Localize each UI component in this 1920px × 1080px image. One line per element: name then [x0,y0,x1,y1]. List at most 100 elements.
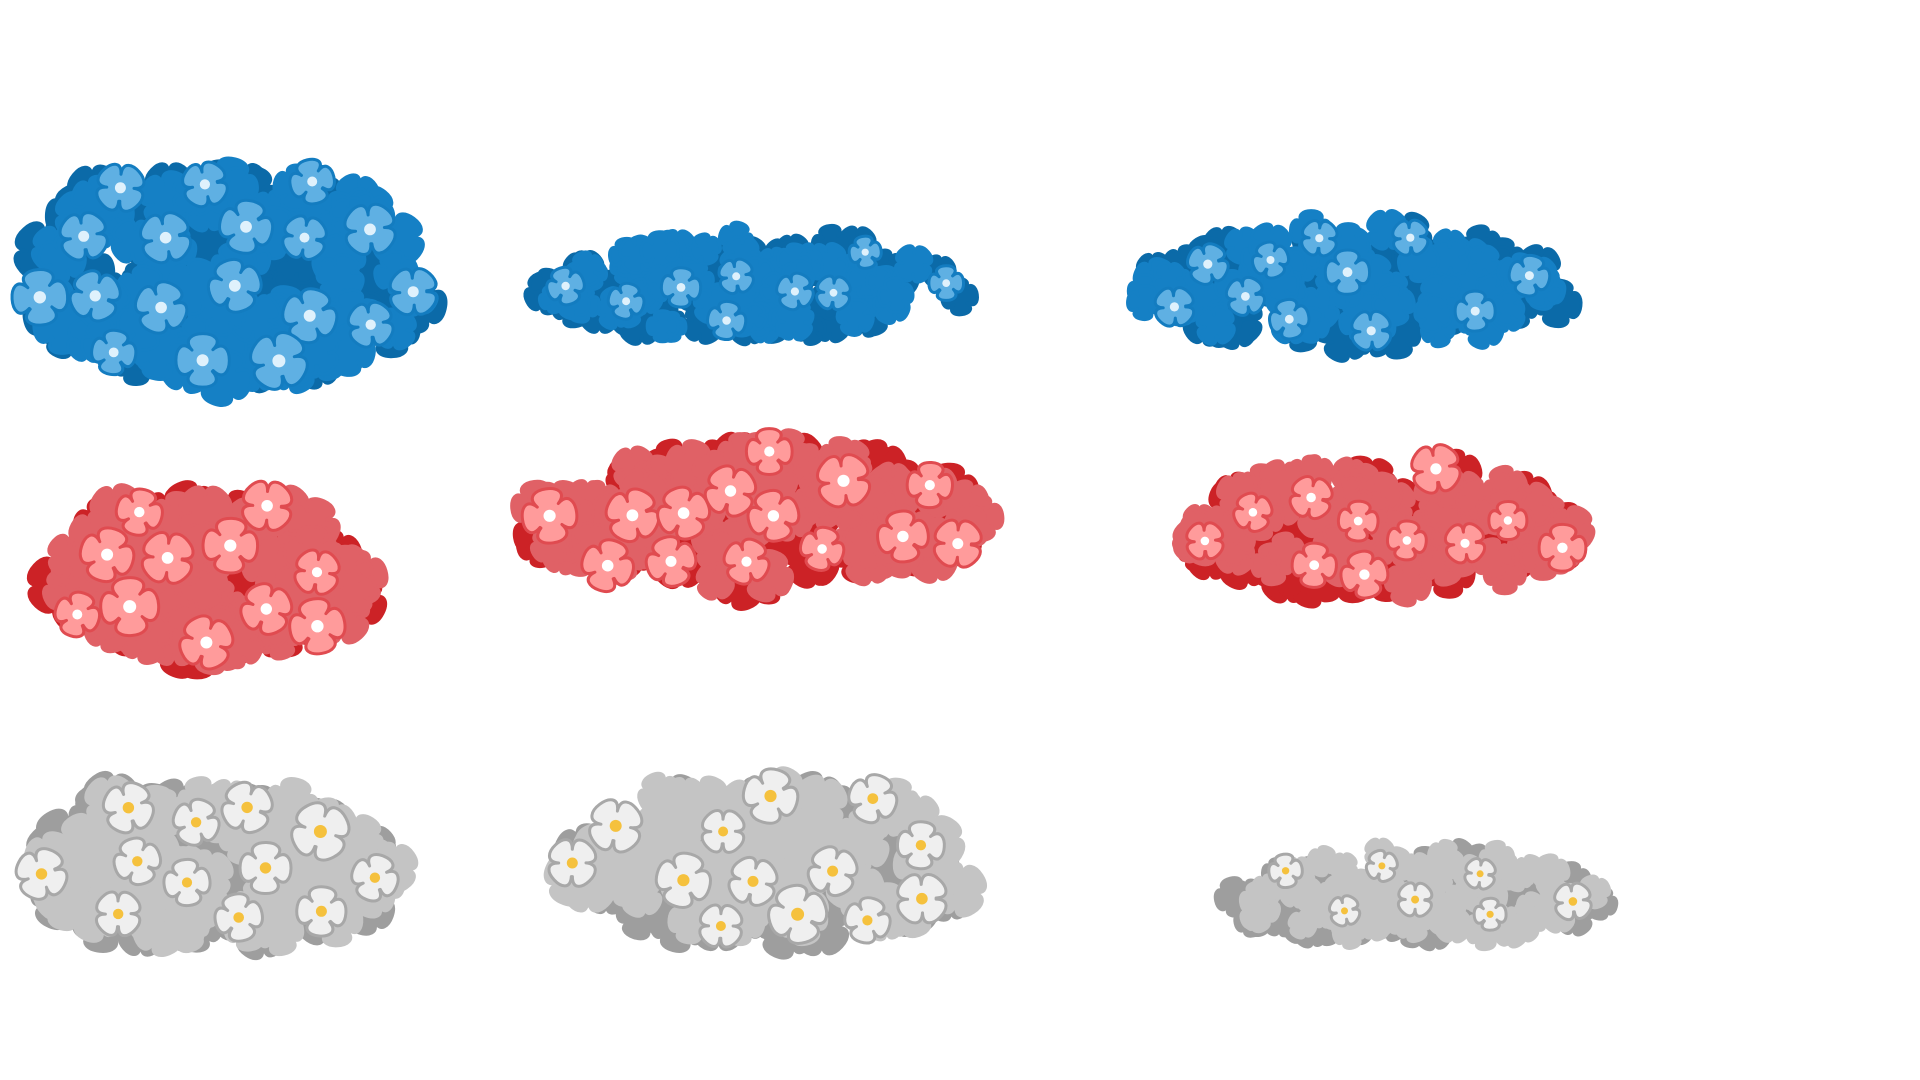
blossom-center [1402,536,1412,545]
blossom-center [609,819,622,832]
blossom-center [1248,508,1258,517]
blossom-center [181,877,193,888]
blossom-center [369,872,381,883]
blossom-center [365,319,376,330]
blossom-center [1486,910,1494,918]
mid-blossom [695,561,735,601]
blossom-center [741,556,752,567]
blossom-center [1281,867,1290,875]
mid-blossom [1502,861,1534,893]
blossom-center [817,544,827,554]
mid-blossom [1467,244,1501,278]
blossom-center [1406,233,1415,242]
blossom-center [1503,516,1513,525]
blossom-center [303,309,316,322]
blossom-center [272,354,286,368]
blossom-center [132,856,143,867]
blossom-center [260,603,272,615]
red-bush-rounded [26,479,389,680]
blossom-center [916,892,928,905]
blossom-center [791,907,805,921]
blossom-center [113,908,124,920]
blossom-center [1470,306,1480,316]
white-bush-mound [543,766,987,960]
blossom-center [924,480,935,491]
red-bush-medium [1172,443,1596,609]
mid-blossom [1425,897,1457,928]
blossom-center [677,507,690,519]
mid-blossom [1401,852,1433,884]
mid-blossom [1384,559,1433,608]
mid-blossom [894,244,934,284]
blossom-center [1241,292,1250,301]
mid-blossom [645,309,680,344]
blossom-center [897,530,909,543]
blossom-center [1284,314,1294,324]
blossom-center [159,231,172,244]
blossom-center [101,548,114,561]
blossom-center [1359,569,1370,580]
blossom-center [1266,256,1275,264]
blossom-center [228,279,241,292]
blossom-center [626,509,639,522]
blossom-center [764,789,777,803]
blossom-center [299,232,310,243]
mid-blossom [1427,838,1462,873]
blossom-center [867,793,879,804]
blossom-center [114,182,126,194]
blossom-center [233,912,244,923]
blossom-center [200,636,213,649]
mid-blossom [876,276,915,314]
blossom-center [790,287,800,296]
blossom-center [78,230,90,242]
blossom-center [155,301,167,314]
blossom-center [259,862,272,874]
blossom-center [122,802,135,814]
blossom-center [315,905,327,917]
mid-blossom [688,232,722,266]
mid-blossom [651,807,704,860]
blue-bush-long [1126,209,1583,363]
blossom-center [1430,463,1442,475]
blossom-center [1203,259,1213,269]
blossom-center [1200,536,1210,546]
blossom-center [364,223,376,236]
blossom-center [89,290,101,302]
blossom-center [1460,538,1470,548]
blossom-center [601,559,614,572]
blossom-center [915,840,927,851]
blue-bush-wide [523,220,979,347]
blossom-center [732,272,741,281]
blossom-center [1568,897,1578,906]
blossom-center [35,868,48,880]
blossom-center [1476,870,1484,878]
mid-blossom [1195,305,1236,346]
blossom-center [747,875,759,887]
blossom-center [224,539,237,552]
blossom-center [1306,492,1316,503]
blue-bush-large [10,156,448,407]
blossom-center [108,347,119,358]
white-bush-large [14,771,419,961]
blossom-center [677,874,690,887]
blossom-center [240,220,252,233]
blossom-center [190,817,202,828]
blossom-center [767,510,780,522]
blossom-center [1366,326,1376,336]
blossom-center [311,620,324,633]
mid-blossom [1287,910,1318,940]
blossom-center [718,826,729,837]
blossom-center [199,179,210,190]
blossom-center [942,279,951,287]
blossom-center [827,865,839,877]
blossom-center [161,552,174,564]
blossom-center [1411,895,1420,904]
white-bush-low [1213,837,1619,952]
blossom-center [33,291,46,304]
blossom-center [407,286,419,298]
blossom-center [622,297,631,306]
blossom-center [307,176,318,187]
red-bush-wide [510,427,1005,611]
blossom-center [1309,560,1320,571]
blossom-center [311,567,323,578]
